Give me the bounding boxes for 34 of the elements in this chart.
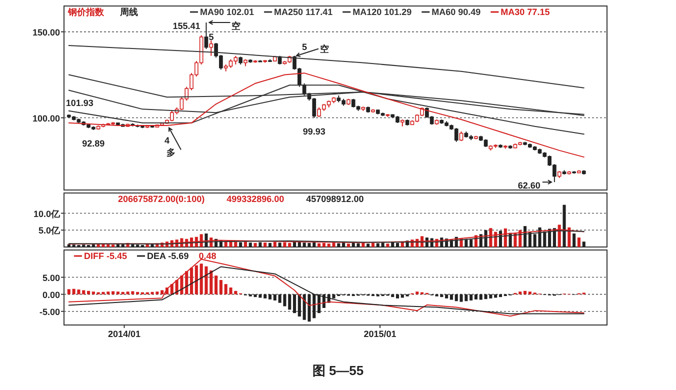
annotation: 5 (302, 42, 308, 52)
annotation: 499332896.00 (226, 194, 284, 204)
annotation: 多 (166, 147, 176, 158)
annotation: 457098912.00 (306, 194, 364, 204)
annotation: 101.93 (66, 98, 94, 108)
y-tick-label: 5.0亿 (38, 226, 61, 236)
legend-label: DIFF -5.45 (84, 251, 128, 261)
annotation: 99.93 (302, 126, 326, 136)
legend-label: MA60 90.49 (432, 7, 481, 17)
annotation: 62.60 (518, 180, 540, 191)
annotation: 空 (320, 44, 330, 54)
x-tick-label: 2014/01 (108, 329, 141, 339)
legend-label: MA120 101.29 (352, 7, 412, 17)
y-tick-label: 150.00 (32, 27, 60, 38)
annotation: 92.89 (82, 138, 105, 148)
caption: 图 5—55 (312, 363, 364, 378)
annotation: 0.48 (198, 251, 216, 261)
annotation: 4 (164, 135, 170, 146)
legend-label: MA90 102.01 (200, 7, 254, 17)
annotation: 155.41 (172, 20, 200, 31)
legend-label: DEA -5.69 (147, 251, 189, 261)
y-tick-label: 5.00 (42, 272, 60, 283)
chart-title: 钢价指数 (67, 7, 105, 17)
y-tick-label: 100.00 (32, 113, 60, 124)
y-tick-label: 10.0亿 (33, 208, 61, 219)
legend-label: MA30 77.15 (500, 7, 550, 17)
chart-subtitle: 周线 (119, 7, 138, 17)
annotation: 5 (208, 32, 214, 42)
annotation: 206675872.00(0:100) (118, 194, 205, 204)
x-tick-label: 2015/01 (364, 329, 396, 339)
legend-label: MA250 117.41 (274, 7, 333, 17)
y-tick-label: 0.00 (42, 290, 60, 300)
annotation: 空 (232, 20, 241, 31)
y-tick-label: -5.00 (39, 306, 60, 317)
